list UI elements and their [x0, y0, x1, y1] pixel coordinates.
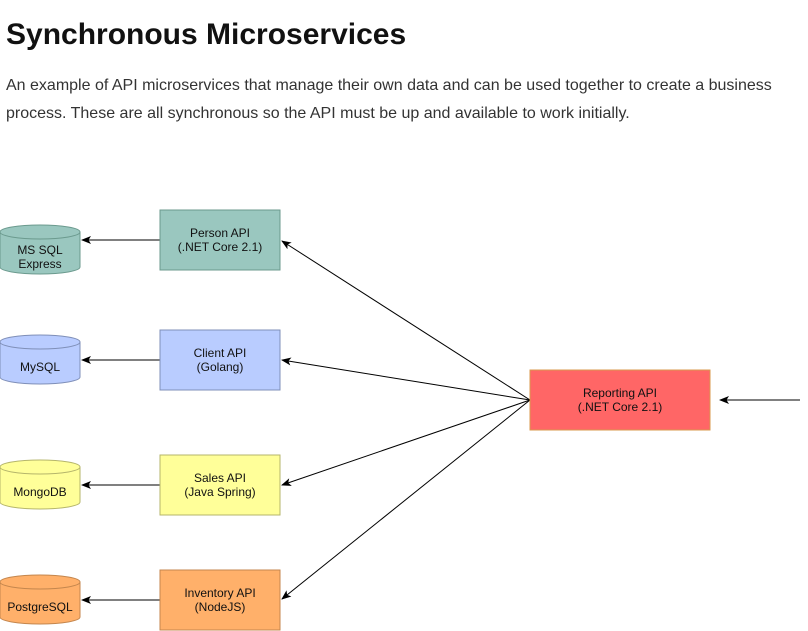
person-api-label: Person API	[190, 226, 250, 240]
edge-reporting-to-client	[281, 357, 531, 401]
person-api-shape	[159, 209, 281, 271]
mssql-database[interactable]: MS SQL Express	[0, 224, 81, 275]
edge-reporting-to-sales	[281, 399, 531, 486]
mongodb-database[interactable]: MongoDB	[0, 459, 81, 510]
sales-api-box[interactable]: Sales API (Java Spring)	[159, 454, 281, 516]
inventory-api-box[interactable]: Inventory API (NodeJS)	[159, 569, 281, 631]
mongodb-cylinder-body	[0, 467, 81, 510]
sales-api-shape	[159, 454, 281, 516]
mssql-cylinder-body	[0, 232, 81, 275]
reporting-api-box[interactable]: Reporting API (.NET Core 2.1)	[529, 369, 711, 431]
client-api-label: Client API	[194, 346, 247, 360]
mssql-cylinder-top	[0, 224, 81, 240]
client-api-box[interactable]: Client API (Golang)	[159, 329, 281, 391]
person-api-runtime: (.NET Core 2.1)	[178, 240, 262, 254]
sales-api-label: Sales API	[194, 471, 246, 485]
reporting-api-shape	[529, 369, 711, 431]
mssql-label-line2: Express	[18, 257, 61, 271]
postgres-label: PostgreSQL	[7, 600, 73, 614]
edge-reporting-to-inventory	[281, 399, 531, 600]
page-description: An example of API microservices that man…	[6, 77, 772, 122]
postgres-cylinder-top	[0, 574, 81, 590]
inventory-api-shape	[159, 569, 281, 631]
mssql-label: MS SQL	[17, 243, 63, 257]
mysql-cylinder-body	[0, 342, 81, 385]
reporting-api-label: Reporting API	[583, 386, 657, 400]
mysql-cylinder-top	[0, 334, 81, 350]
reporting-api-runtime: (.NET Core 2.1)	[578, 400, 662, 414]
person-api-box[interactable]: Person API (.NET Core 2.1)	[159, 209, 281, 271]
postgres-cylinder-body	[0, 582, 81, 625]
sales-api-runtime: (Java Spring)	[184, 485, 255, 499]
mongodb-label: MongoDB	[13, 485, 66, 499]
postgres-database[interactable]: PostgreSQL	[0, 574, 81, 625]
client-api-runtime: (Golang)	[197, 360, 244, 374]
client-api-shape	[159, 329, 281, 391]
edge-reporting-to-person	[281, 240, 531, 401]
page-title: Synchronous Microservices	[6, 18, 407, 51]
mongodb-cylinder-top	[0, 459, 81, 475]
mysql-database[interactable]: MySQL	[0, 334, 81, 385]
mysql-label: MySQL	[20, 360, 60, 374]
inventory-api-label: Inventory API	[184, 586, 255, 600]
inventory-api-runtime: (NodeJS)	[195, 600, 246, 614]
